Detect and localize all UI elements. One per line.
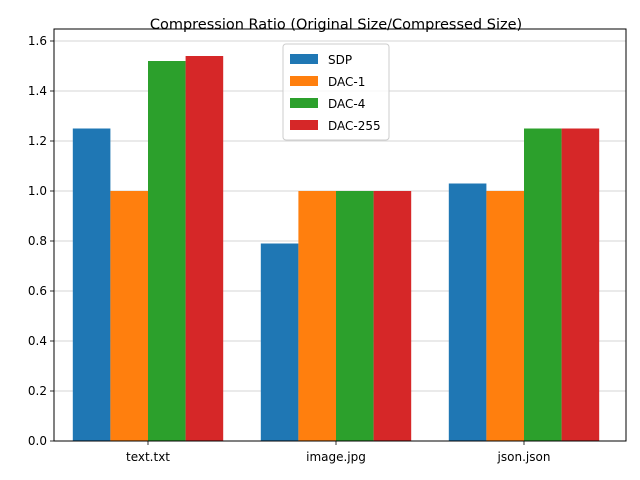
y-tick-label: 1.0 — [28, 184, 47, 198]
legend: SDP DAC-1 DAC-4 DAC-255 — [282, 43, 390, 141]
legend-swatch — [290, 120, 318, 130]
bar-dac-255-json-json — [561, 128, 600, 441]
bar-dac-4-json-json — [524, 128, 562, 441]
x-axis: text.txt image.jpg json.json — [126, 441, 550, 464]
bar-dac-255-image-jpg — [373, 191, 412, 441]
x-tick-label: text.txt — [126, 450, 170, 464]
legend-swatch — [290, 76, 318, 86]
legend-box — [282, 43, 390, 141]
bars — [72, 56, 600, 441]
legend-label: SDP — [328, 53, 352, 67]
legend-swatch — [290, 54, 318, 64]
y-tick-label: 1.2 — [28, 134, 47, 148]
y-tick-label: 0.8 — [28, 234, 47, 248]
bar-dac-255-text-txt — [185, 56, 224, 441]
bar-dac-4-text-txt — [148, 61, 186, 441]
bar-dac-1-json-json — [486, 191, 524, 441]
plot-frame — [53, 28, 627, 442]
y-tick-label: 1.6 — [28, 34, 47, 48]
chart-title: Compression Ratio (Original Size/Compres… — [150, 17, 522, 33]
legend-label: DAC-1 — [328, 75, 365, 89]
y-tick-label: 0.2 — [28, 384, 47, 398]
bar-sdp-text-txt — [72, 128, 111, 441]
legend-label: DAC-255 — [328, 119, 381, 133]
bar-dac-1-image-jpg — [298, 191, 336, 441]
y-tick-label: 0.0 — [28, 434, 47, 448]
x-tick-label: json.json — [497, 450, 551, 464]
bar-sdp-json-json — [448, 183, 487, 441]
y-tick-label: 0.4 — [28, 334, 47, 348]
x-tick-label: image.jpg — [306, 450, 366, 464]
bar-sdp-image-jpg — [260, 243, 299, 441]
bar-dac-1-text-txt — [110, 191, 148, 441]
legend-label: DAC-4 — [328, 97, 365, 111]
legend-swatch — [290, 98, 318, 108]
y-tick-label: 1.4 — [28, 84, 47, 98]
y-axis: 0.0 0.2 0.4 0.6 0.8 1.0 1.2 1.4 1.6 — [28, 34, 54, 448]
y-tick-label: 0.6 — [28, 284, 47, 298]
bar-dac-4-image-jpg — [336, 191, 374, 441]
